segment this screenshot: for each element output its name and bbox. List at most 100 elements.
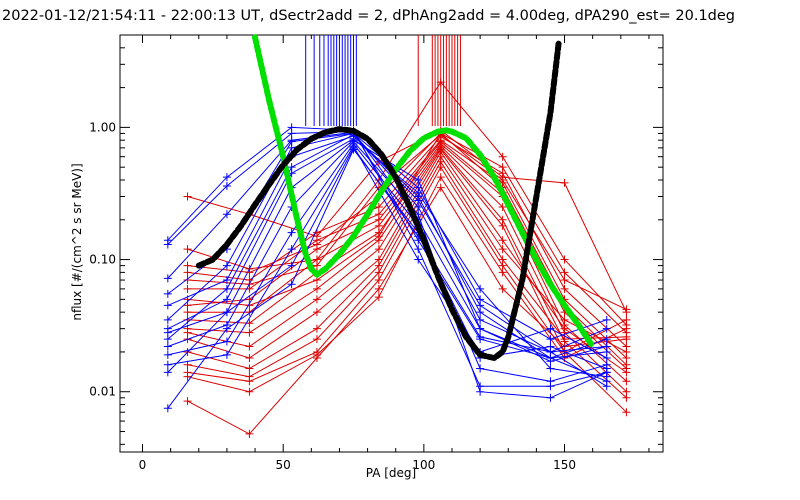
blue-series-point: [163, 301, 172, 310]
blue-series-point: [163, 342, 172, 351]
red-series-point: [245, 342, 254, 351]
red-series-point: [622, 377, 631, 386]
red-series-point: [312, 308, 321, 317]
red-series-point: [560, 276, 569, 285]
fit-curves: [195, 34, 596, 361]
y-tick-label: 0.10: [89, 253, 116, 267]
red-series-point: [312, 324, 321, 333]
red-series-point: [498, 175, 507, 184]
blue-series-point: [163, 289, 172, 298]
blue-series-point: [287, 245, 296, 254]
plot-frame: [119, 34, 664, 453]
blue-series-point: [349, 145, 358, 154]
red-series-line: [187, 160, 627, 378]
red-series-point: [183, 245, 192, 254]
blue-series-line: [167, 140, 607, 399]
blue-series-point: [222, 308, 231, 317]
red-series-point: [312, 295, 321, 304]
red-series-point: [560, 284, 569, 293]
red-series-point: [312, 353, 321, 362]
red-series-point: [622, 324, 631, 333]
blue-pa-distributions: [163, 123, 611, 413]
red-series-point: [560, 268, 569, 277]
red-series-point: [560, 255, 569, 264]
red-series-point: [312, 261, 321, 270]
red-series-point: [498, 261, 507, 270]
blue-series-point: [414, 245, 423, 254]
red-series-point: [183, 192, 192, 201]
red-series-point: [374, 202, 383, 211]
red-series-point: [622, 393, 631, 402]
red-series-point: [245, 364, 254, 373]
blue-series-point: [222, 284, 231, 293]
red-series-point: [498, 245, 507, 254]
red-series-point: [436, 163, 445, 172]
blue-series-point: [222, 182, 231, 191]
blue-series-point: [476, 364, 485, 373]
blue-series-line: [167, 134, 607, 353]
red-series-point: [183, 284, 192, 293]
red-series-point: [560, 178, 569, 187]
red-pa-distributions: [183, 78, 631, 438]
black-fit-curve: [195, 38, 562, 361]
red-series-point: [498, 221, 507, 230]
red-series-point: [436, 78, 445, 87]
red-series-point: [245, 377, 254, 386]
blue-series-point: [602, 353, 611, 362]
y-tick-label: 1.00: [89, 120, 116, 134]
blue-series-point: [476, 332, 485, 341]
red-series-point: [245, 308, 254, 317]
red-series-point: [498, 152, 507, 161]
blue-series-point: [602, 364, 611, 373]
x-tick-label: 0: [139, 458, 147, 472]
blue-series-point: [414, 196, 423, 205]
blue-series-point: [222, 337, 231, 346]
red-series-point: [374, 232, 383, 241]
blue-series-point: [476, 295, 485, 304]
blue-series-point: [602, 382, 611, 391]
blue-series-point: [222, 276, 231, 285]
blue-series-point: [602, 315, 611, 324]
blue-series-point: [546, 347, 555, 356]
blue-series-point: [287, 129, 296, 138]
x-tick-label: 150: [553, 458, 576, 472]
red-series-point: [312, 236, 321, 245]
blue-series-point: [163, 240, 172, 249]
blue-series-point: [163, 335, 172, 344]
red-series-point: [183, 372, 192, 381]
blue-series-line: [167, 146, 607, 387]
blue-series-point: [287, 163, 296, 172]
red-series-point: [622, 315, 631, 324]
blue-series-point: [163, 404, 172, 413]
chart-title: 2022-01-12/21:54:11 - 22:00:13 UT, dSect…: [2, 8, 735, 24]
blue-series-point: [602, 335, 611, 344]
blue-series-point: [546, 364, 555, 373]
x-tick-label: 100: [412, 458, 435, 472]
red-series-point: [622, 347, 631, 356]
blue-series-point: [476, 315, 485, 324]
blue-series-point: [546, 377, 555, 386]
red-series-point: [183, 308, 192, 317]
blue-series-point: [222, 295, 231, 304]
blue-series-point: [163, 360, 172, 369]
red-series-point: [183, 360, 192, 369]
blue-series-point: [476, 324, 485, 333]
red-series-point: [622, 305, 631, 314]
red-series-point: [498, 236, 507, 245]
red-series-point: [436, 173, 445, 182]
sector-markers: [305, 35, 461, 126]
red-series-point: [498, 268, 507, 277]
red-series-point: [560, 324, 569, 333]
red-series-point: [560, 315, 569, 324]
blue-series-point: [287, 228, 296, 237]
red-series-line: [187, 186, 627, 435]
blue-series-point: [222, 350, 231, 359]
red-series-line: [187, 132, 627, 333]
red-series-point: [245, 387, 254, 396]
blue-series-point: [476, 284, 485, 293]
red-series-point: [374, 221, 383, 230]
blue-series-point: [287, 280, 296, 289]
red-series-point: [183, 268, 192, 277]
red-series-point: [622, 360, 631, 369]
